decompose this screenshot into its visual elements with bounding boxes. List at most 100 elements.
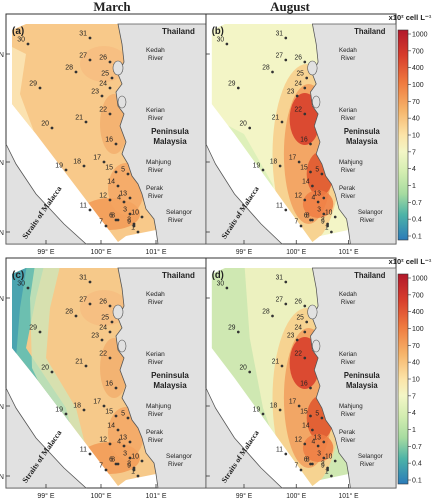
station-marker	[333, 459, 337, 463]
station-label: 26	[99, 299, 107, 306]
station-label: 31	[276, 274, 284, 281]
station-marker	[305, 76, 309, 80]
station-label: 13	[119, 435, 127, 442]
station-marker	[303, 112, 307, 116]
station-marker	[104, 224, 108, 228]
station-marker	[132, 224, 136, 228]
station-marker	[236, 86, 240, 90]
station-marker	[284, 280, 288, 284]
panel-letter: (a)	[12, 26, 24, 37]
station-marker	[108, 442, 112, 446]
station-label: 5	[315, 166, 319, 173]
station-label: 9	[127, 463, 131, 470]
station-marker	[330, 474, 333, 478]
colorbar-tick-label: 1	[412, 427, 416, 434]
station-marker	[116, 462, 120, 466]
station-label: 15	[105, 165, 113, 172]
station-marker	[309, 414, 312, 418]
station-marker	[50, 126, 54, 130]
label-malaysia: Malaysia	[153, 381, 187, 390]
station-label: 10	[325, 453, 333, 460]
station-marker	[114, 170, 118, 174]
penang-island	[117, 339, 127, 353]
label-river-word: River	[341, 193, 355, 200]
station-label: 28	[262, 308, 270, 315]
colorbar-tick-label: 1000	[412, 276, 428, 283]
station-label: 27	[276, 296, 284, 303]
station-label: 7	[99, 219, 103, 226]
station-label: 25	[296, 70, 304, 77]
station-label: 8	[306, 456, 310, 463]
station-label: 3	[317, 450, 321, 457]
label-river-name: Kedah	[339, 291, 357, 298]
station-label: 15	[105, 409, 113, 416]
station-marker	[225, 286, 229, 290]
station-marker	[271, 314, 274, 318]
sumatra-land	[5, 143, 88, 245]
station-label: 26	[295, 298, 303, 305]
station-label: 19	[55, 407, 63, 414]
station-label: 10	[131, 454, 139, 461]
penang-island	[117, 95, 127, 109]
lon-label: 99° E	[37, 248, 55, 256]
station-marker	[108, 60, 112, 64]
station-label: 30	[217, 36, 225, 43]
station-label: 9	[321, 218, 325, 225]
station-marker	[114, 142, 118, 146]
station-label: 22	[99, 107, 107, 114]
station-marker	[316, 444, 320, 448]
station-marker	[309, 386, 312, 390]
station-marker	[74, 70, 78, 74]
panel-letter: (c)	[12, 270, 24, 281]
station-label: 28	[262, 64, 270, 71]
station-label: 24	[295, 80, 303, 87]
lon-label: 101° E	[145, 492, 166, 500]
station-marker	[280, 120, 284, 124]
station-label: 7	[294, 462, 298, 469]
station-label: 17	[289, 398, 297, 405]
station-marker	[311, 218, 314, 222]
station-marker	[326, 222, 329, 226]
station-marker	[136, 230, 140, 234]
langkawi-island	[307, 304, 318, 320]
colorbar-title: x10² cell L⁻¹	[389, 257, 432, 266]
station-label: 21	[75, 115, 83, 122]
station-marker	[108, 304, 112, 308]
station-label: 8	[306, 212, 310, 219]
colorbar-tick-label: 100	[412, 82, 424, 89]
station-marker	[114, 414, 118, 418]
station-marker	[116, 428, 120, 432]
station-marker	[140, 215, 144, 219]
station-label: 25	[101, 315, 109, 322]
lat-label: 6° N	[0, 51, 4, 59]
label-river-word: River	[360, 461, 374, 468]
station-marker	[110, 76, 114, 80]
label-peninsula: Peninsula	[344, 371, 381, 380]
station-label: 16	[105, 381, 113, 388]
station-label: 17	[289, 154, 297, 161]
station-marker	[280, 364, 284, 368]
station-marker	[108, 112, 112, 116]
label-river-word: River	[341, 299, 355, 306]
station-label: 31	[79, 275, 87, 282]
station-marker	[322, 456, 326, 460]
station-label: 25	[296, 314, 304, 321]
station-label: 13	[119, 191, 127, 198]
station-label: 9	[321, 462, 325, 469]
colorbars: x10² cell L⁻¹ 1000 700 400 100 70 40 10 7 4 1 0.7 0.…	[389, 13, 432, 485]
colorbar-tick-label: 0.1	[412, 478, 422, 485]
station-marker	[102, 404, 106, 408]
lon-label: 101° E	[339, 492, 359, 500]
station-label: 3	[317, 206, 321, 213]
station-label: 26	[99, 55, 107, 62]
station-marker	[26, 286, 30, 290]
station-marker	[128, 440, 132, 444]
label-river-name: Kedah	[146, 291, 165, 298]
station-label: 8	[111, 457, 115, 464]
station-marker	[104, 468, 108, 472]
station-marker	[303, 304, 307, 308]
station-label: 24	[99, 325, 107, 332]
station-label: 6	[304, 456, 308, 463]
